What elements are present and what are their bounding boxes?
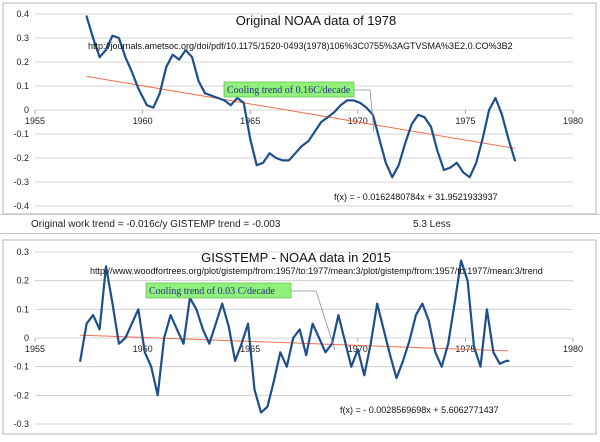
top-y-tick-label: -0.2 (13, 153, 29, 163)
bottom-y-tick-label: 0.1 (16, 304, 29, 314)
top-y-tick-label: 0.1 (16, 81, 29, 91)
top-chart-url: http://journals.ametsoc.org/doi/pdf/10.1… (88, 41, 513, 51)
top-y-tick-label: -0.3 (13, 177, 29, 187)
top-y-tick-label: 0.3 (16, 33, 29, 43)
top-callout-pointer (354, 89, 375, 133)
top-y-tick-label: -0.4 (13, 201, 29, 211)
bottom-y-tick-label: -0.3 (13, 419, 29, 429)
bottom-x-tick-label: 1980 (563, 344, 583, 354)
bottom-y-tick-label: 0 (24, 333, 29, 343)
bottom-chart-url: http://www.woodfortrees.org/plot/gistemp… (90, 266, 543, 276)
top-chart-title: Original NOAA data of 1978 (236, 13, 396, 28)
top-x-tick-label: 1965 (240, 116, 260, 126)
top-x-tick-label: 1955 (25, 116, 45, 126)
info-row-right: 5.3 Less (413, 219, 451, 230)
top-y-tick-label: 0.2 (16, 57, 29, 67)
bottom-y-tick-label: -0.2 (13, 390, 29, 400)
bottom-chart-equation: f(x) = - 0.0028569698x + 5.6062771437 (340, 405, 499, 415)
top-x-tick-label: 1960 (133, 116, 153, 126)
top-trend-line (86, 75, 515, 149)
bottom-callout-box (145, 282, 292, 299)
info-row-left: Original work trend = -0.016c/y GISTEMP … (31, 219, 281, 230)
bottom-callout-pointer (291, 290, 336, 351)
top-callout-text: Cooling trend of 0.16C/decade (227, 85, 351, 96)
top-y-tick-label: 0.4 (16, 9, 29, 19)
bottom-series-line (79, 259, 510, 414)
bottom-y-tick-label: 0.2 (16, 276, 29, 286)
bottom-chart-title: GISSTEMP - NOAA data in 2015 (201, 250, 391, 265)
bottom-chart-frame (2, 239, 597, 435)
bottom-x-tick-label: 1955 (25, 344, 45, 354)
top-x-tick-label: 1980 (563, 116, 583, 126)
top-series-line (85, 15, 517, 179)
top-y-tick-label: 0 (24, 105, 29, 115)
bottom-trend-line (80, 334, 509, 352)
bottom-y-tick-label: 0.3 (16, 247, 29, 257)
top-x-tick-label: 1975 (455, 116, 475, 126)
bottom-x-tick-label: 1960 (133, 344, 153, 354)
top-chart-equation: f(x) = - 0.0162480784x + 31.9521933937 (334, 192, 498, 202)
top-x-tick-label: 1970 (348, 116, 368, 126)
bottom-y-tick-label: -0.1 (13, 362, 29, 372)
top-chart-plot: 0.4 0.3 0.2 0.1 0 -0.1 -0.2 -0.3 -0.4 1955 1960 196… (13, 9, 583, 211)
top-callout-box (223, 81, 355, 98)
top-y-tick-label: -0.1 (13, 129, 29, 139)
bottom-callout-text: Cooling trend of 0.03 C/decade (149, 286, 275, 297)
